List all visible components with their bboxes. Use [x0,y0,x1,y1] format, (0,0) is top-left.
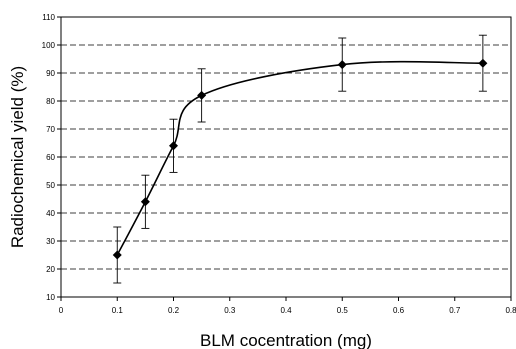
y-tick-label: 90 [46,69,55,78]
x-tick-label: 0.8 [505,306,516,315]
y-tick-label: 50 [46,181,55,190]
data-point [197,90,207,100]
data-markers [112,58,488,260]
y-tick-label: 40 [46,209,55,218]
data-point [112,250,122,260]
x-tick-label: 0.7 [449,306,461,315]
data-point [169,141,178,151]
gridlines [61,44,511,270]
y-tick-label: 110 [42,13,55,22]
x-tick-label: 0.1 [112,306,124,315]
y-axis-title: Radiochemical yield (%) [8,66,27,248]
data-point [140,197,150,207]
data-point [337,60,347,70]
data-point [478,58,488,68]
y-tick-label: 70 [46,125,55,134]
y-tick-label: 100 [42,41,56,50]
y-tick-label: 10 [46,293,55,302]
y-tick-label: 60 [46,153,55,162]
x-tick-label: 0.3 [224,306,236,315]
x-tick-label: 0.5 [337,306,349,315]
y-tick-label: 20 [46,265,55,274]
x-axis: 0 0.1 0.2 0.3 0.4 0.5 0.6 0.7 0.8 [59,297,516,315]
x-tick-label: 0 [59,306,64,315]
y-axis: 10 20 30 40 50 60 70 80 90 100 110 [42,13,61,302]
x-tick-label: 0.6 [393,306,405,315]
x-tick-label: 0.2 [168,306,180,315]
x-tick-label: 0.4 [280,306,292,315]
x-axis-title: BLM cocentration (mg) [200,331,372,349]
y-tick-label: 80 [46,97,55,106]
y-tick-label: 30 [46,237,55,246]
